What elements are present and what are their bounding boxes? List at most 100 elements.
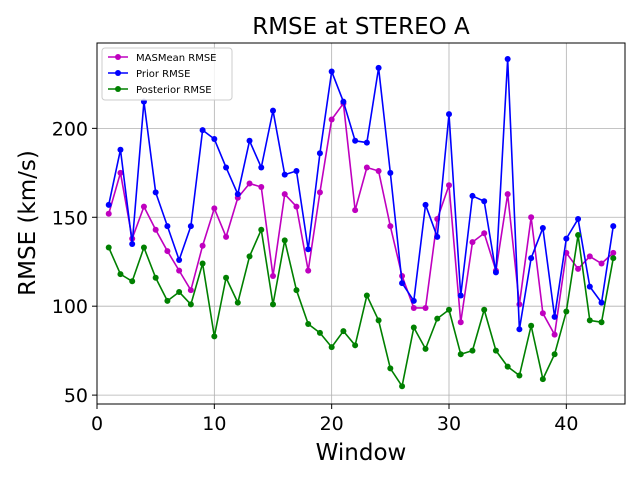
data-point-posterior-rmse xyxy=(199,260,206,267)
data-point-masmean-rmse xyxy=(516,301,523,308)
data-point-masmean-rmse xyxy=(387,223,394,230)
data-point-prior-rmse xyxy=(586,283,593,290)
data-point-posterior-rmse xyxy=(140,244,147,251)
legend-label: Posterior RMSE xyxy=(136,85,212,96)
data-point-posterior-rmse xyxy=(516,372,523,379)
data-point-posterior-rmse xyxy=(598,319,605,326)
data-point-masmean-rmse xyxy=(598,260,605,267)
data-point-prior-rmse xyxy=(223,164,230,171)
data-point-posterior-rmse xyxy=(246,253,253,260)
data-point-prior-rmse xyxy=(105,201,112,208)
data-point-masmean-rmse xyxy=(305,267,312,274)
data-point-prior-rmse xyxy=(539,224,546,231)
data-point-posterior-rmse xyxy=(223,274,230,281)
data-point-posterior-rmse xyxy=(363,292,370,299)
data-point-prior-rmse xyxy=(129,240,136,247)
data-point-masmean-rmse xyxy=(316,189,323,196)
legend: MASMean RMSE Prior RMSE Posterior RMSE xyxy=(101,47,233,101)
data-point-prior-rmse xyxy=(293,168,300,175)
legend-marker xyxy=(115,86,121,92)
data-point-posterior-rmse xyxy=(281,237,288,244)
x-tick-label: 0 xyxy=(91,413,103,435)
data-point-prior-rmse xyxy=(316,150,323,157)
data-point-prior-rmse xyxy=(551,313,558,320)
data-point-posterior-rmse xyxy=(352,342,359,349)
x-tick-label: 30 xyxy=(437,413,461,435)
data-point-posterior-rmse xyxy=(457,351,464,358)
data-point-posterior-rmse xyxy=(270,301,276,308)
data-point-masmean-rmse xyxy=(469,239,476,246)
data-point-masmean-rmse xyxy=(422,304,429,311)
data-point-prior-rmse xyxy=(152,189,159,196)
data-point-masmean-rmse xyxy=(504,191,511,198)
series-line-prior-rmse xyxy=(107,58,615,331)
data-point-prior-rmse xyxy=(563,235,570,242)
data-point-prior-rmse xyxy=(387,169,394,176)
data-point-masmean-rmse xyxy=(328,116,335,123)
data-point-posterior-rmse xyxy=(211,333,218,340)
data-point-prior-rmse xyxy=(270,107,276,114)
data-point-masmean-rmse xyxy=(105,210,112,217)
legend-marker xyxy=(115,70,121,76)
data-point-masmean-rmse xyxy=(528,214,535,221)
y-tick-label: 150 xyxy=(52,207,88,229)
data-point-posterior-rmse xyxy=(469,347,476,354)
data-point-prior-rmse xyxy=(399,280,406,287)
data-point-masmean-rmse xyxy=(199,242,206,249)
data-point-masmean-rmse xyxy=(140,203,147,210)
data-point-masmean-rmse xyxy=(539,310,546,317)
data-point-posterior-rmse xyxy=(492,347,499,354)
y-tick-label: 200 xyxy=(52,118,88,140)
y-axis-label: RMSE (km/s) xyxy=(15,150,41,296)
data-point-prior-rmse xyxy=(469,192,476,199)
data-point-posterior-rmse xyxy=(129,278,136,285)
series-line-posterior-rmse xyxy=(108,228,615,388)
data-point-posterior-rmse xyxy=(399,383,406,390)
data-point-posterior-rmse xyxy=(481,306,488,313)
data-point-posterior-rmse xyxy=(446,306,452,313)
data-point-prior-rmse xyxy=(446,111,452,118)
data-point-prior-rmse xyxy=(481,198,488,205)
data-point-masmean-rmse xyxy=(375,168,382,175)
data-point-posterior-rmse xyxy=(410,324,417,331)
data-point-posterior-rmse xyxy=(387,365,394,372)
x-axis-label: Window xyxy=(316,440,407,466)
axis-ticks: 0 10 20 30 40 50 100 150 200 xyxy=(52,118,579,435)
data-point-masmean-rmse xyxy=(152,226,159,233)
data-point-prior-rmse xyxy=(457,292,464,299)
series-line-masmean-rmse xyxy=(107,102,614,336)
data-point-prior-rmse xyxy=(234,191,241,198)
data-point-prior-rmse xyxy=(176,256,183,263)
data-point-posterior-rmse xyxy=(539,376,546,383)
data-point-posterior-rmse xyxy=(575,232,582,239)
x-tick-label: 20 xyxy=(320,413,344,435)
series-prior-rmse xyxy=(105,56,617,333)
data-point-masmean-rmse xyxy=(457,319,464,326)
data-point-posterior-rmse xyxy=(316,329,323,336)
data-point-prior-rmse xyxy=(375,64,382,71)
data-point-posterior-rmse xyxy=(234,299,241,306)
data-point-masmean-rmse xyxy=(363,164,370,171)
data-point-posterior-rmse xyxy=(258,226,265,233)
data-point-masmean-rmse xyxy=(164,248,171,255)
data-point-posterior-rmse xyxy=(117,271,124,278)
data-point-posterior-rmse xyxy=(434,315,441,322)
data-point-masmean-rmse xyxy=(270,272,276,279)
data-point-masmean-rmse xyxy=(410,304,417,311)
data-point-prior-rmse xyxy=(504,56,511,63)
data-point-posterior-rmse xyxy=(152,274,159,281)
data-point-prior-rmse xyxy=(516,326,523,333)
data-point-masmean-rmse xyxy=(293,203,300,210)
data-point-prior-rmse xyxy=(363,139,370,146)
x-tick-label: 40 xyxy=(554,413,578,435)
data-point-prior-rmse xyxy=(610,223,617,230)
data-point-posterior-rmse xyxy=(504,363,511,370)
data-point-prior-rmse xyxy=(164,223,171,230)
data-point-prior-rmse xyxy=(598,299,605,306)
data-point-posterior-rmse xyxy=(422,345,429,352)
legend-box xyxy=(101,47,233,101)
data-point-posterior-rmse xyxy=(164,297,171,304)
data-point-masmean-rmse xyxy=(586,253,593,260)
data-point-prior-rmse xyxy=(211,136,218,143)
